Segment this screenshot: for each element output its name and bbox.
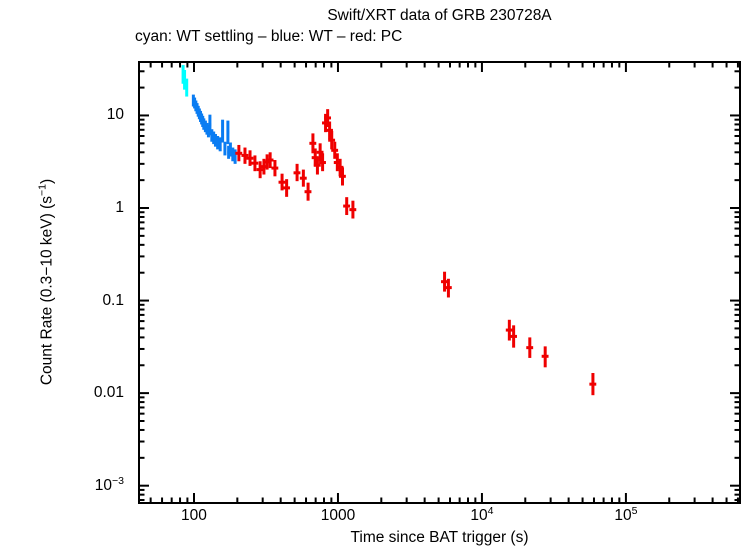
- data-point: [444, 278, 452, 298]
- chart-title: Swift/XRT data of GRB 230728A: [327, 7, 552, 24]
- data-point: [319, 153, 326, 172]
- y-axis-title-superscript: −1: [36, 184, 49, 197]
- data-point: [299, 169, 307, 187]
- x-tick-label: 1000: [320, 507, 356, 524]
- y-tick-label: 0.1: [102, 291, 124, 309]
- data-point: [326, 121, 333, 140]
- data-point: [223, 141, 227, 156]
- data-point: [246, 150, 254, 166]
- y-tick-label: 1: [115, 199, 124, 216]
- data-point: [349, 200, 357, 219]
- data-point: [235, 144, 243, 162]
- data-point: [183, 69, 187, 90]
- data-point: [338, 167, 346, 186]
- data-point: [256, 161, 264, 179]
- y-tick-label: 10: [106, 106, 124, 124]
- data-point: [589, 372, 597, 396]
- x-tick-label: 104: [470, 505, 494, 524]
- data-point: [271, 160, 279, 177]
- data-point: [278, 173, 286, 191]
- data-point: [324, 109, 332, 128]
- data-point: [510, 325, 517, 348]
- series-wt: [191, 94, 237, 164]
- data-point: [293, 163, 301, 182]
- data-point: [526, 337, 534, 358]
- data-point: [266, 152, 274, 169]
- axis-ticks: [140, 63, 739, 502]
- data-point: [283, 179, 290, 197]
- series-pc: [235, 109, 597, 396]
- data-point: [185, 78, 189, 97]
- x-axis-title: Time since BAT trigger (s): [350, 529, 529, 546]
- data-point: [216, 135, 220, 150]
- x-tick-label: 105: [614, 505, 638, 524]
- data-point: [328, 130, 336, 150]
- data-point: [316, 143, 324, 162]
- data-point: [228, 142, 232, 157]
- data-point: [441, 271, 448, 292]
- y-axis-title-close: ): [38, 178, 56, 185]
- data-point: [241, 147, 249, 164]
- data-point: [343, 197, 351, 216]
- data-point: [208, 114, 212, 136]
- chart-legend-caption: cyan: WT settling – blue: WT – red: PC: [135, 28, 403, 45]
- data-point: [226, 120, 230, 145]
- data-point: [541, 346, 549, 368]
- data-point: [251, 155, 259, 172]
- plot-frame: [138, 61, 741, 504]
- data-point: [313, 156, 321, 175]
- y-tick-label: 0.01: [93, 384, 124, 402]
- data-point: [218, 137, 222, 152]
- data-point: [505, 319, 513, 341]
- y-tick-label: 10−3: [94, 474, 124, 494]
- data-point: [221, 119, 225, 143]
- axis-box: [138, 61, 741, 504]
- data-point: [304, 182, 312, 201]
- x-tick-label: 100: [181, 507, 207, 524]
- data-point: [233, 149, 237, 164]
- series-wt-settling: [181, 65, 189, 97]
- data-point: [309, 133, 317, 154]
- data-point: [331, 141, 339, 159]
